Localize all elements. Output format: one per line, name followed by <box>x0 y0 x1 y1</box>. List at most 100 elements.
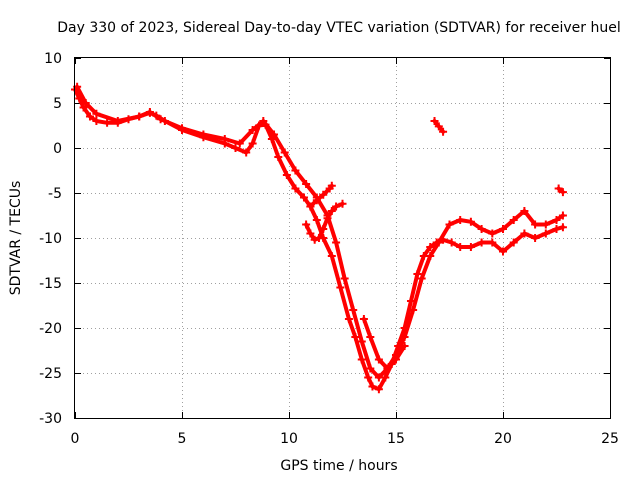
data-point <box>374 373 383 382</box>
data-point <box>351 333 360 341</box>
data-point <box>558 188 567 197</box>
data-point <box>466 243 475 251</box>
data-point <box>323 214 332 223</box>
data-point <box>368 382 377 391</box>
data-point <box>366 333 375 341</box>
data-point <box>499 247 507 256</box>
data-point <box>306 202 315 211</box>
data-point <box>282 171 291 179</box>
data-point <box>327 252 336 260</box>
y-tick-label: -15 <box>39 276 62 292</box>
data-point <box>267 135 276 143</box>
series-track-4 <box>306 181 336 211</box>
data-point <box>312 216 321 224</box>
series-track-3 <box>302 199 347 244</box>
data-point <box>327 181 336 190</box>
series-track-6 <box>430 117 448 136</box>
data-point <box>270 130 279 139</box>
data-point <box>383 364 392 373</box>
data-point <box>302 180 311 188</box>
data-point <box>381 373 390 382</box>
data-point <box>314 234 323 242</box>
data-point <box>558 211 567 220</box>
data-point <box>291 166 300 175</box>
data-point <box>81 99 90 107</box>
data-point <box>73 82 82 91</box>
x-tick-label: 5 <box>178 431 187 447</box>
data-point <box>85 112 94 121</box>
data-point <box>419 252 428 260</box>
data-point <box>552 216 561 224</box>
data-point <box>302 220 311 229</box>
data-point <box>466 217 475 226</box>
data-point <box>445 220 454 229</box>
data-point <box>447 238 456 247</box>
x-tick-label: 10 <box>280 431 298 447</box>
data-point <box>400 342 409 350</box>
plot-frame <box>74 57 611 419</box>
y-tick-label: 5 <box>53 96 62 112</box>
data-point <box>509 238 518 247</box>
data-point <box>79 103 88 112</box>
data-point <box>558 223 567 232</box>
data-point <box>554 184 563 193</box>
data-point <box>199 130 208 139</box>
data-point <box>541 229 550 238</box>
x-tick-label: 15 <box>387 431 405 447</box>
data-point <box>259 117 268 125</box>
y-tick-label: -20 <box>39 321 62 337</box>
data-point <box>357 355 366 364</box>
data-point <box>357 337 366 346</box>
data-point <box>248 126 257 134</box>
y-tick-label: 0 <box>53 141 62 157</box>
data-point <box>439 127 448 136</box>
grid <box>75 58 610 418</box>
data-point <box>145 108 154 116</box>
data-point <box>156 115 165 124</box>
data-point <box>392 355 400 364</box>
data-point <box>509 216 518 224</box>
y-tick-label: -5 <box>48 186 62 202</box>
x-tick-label: 0 <box>71 431 80 447</box>
data-point <box>417 274 426 283</box>
data-point <box>327 207 336 215</box>
data-point <box>374 385 383 394</box>
data-point <box>366 364 375 373</box>
data-point <box>531 220 540 229</box>
data-point <box>220 135 229 143</box>
data-point <box>364 373 373 382</box>
series-track-2 <box>73 82 567 382</box>
data-point <box>488 238 497 247</box>
data-point <box>456 243 465 251</box>
data-point <box>231 144 240 152</box>
data-point <box>349 306 358 314</box>
data-point <box>520 229 529 238</box>
data-point <box>359 315 368 323</box>
data-point <box>434 238 443 247</box>
data-point <box>434 122 443 131</box>
data-point <box>291 184 300 193</box>
data-point <box>477 238 486 247</box>
data-point <box>242 148 251 157</box>
y-tick-label: -10 <box>39 231 62 247</box>
data-point <box>306 229 315 238</box>
data-point <box>299 193 308 202</box>
data-point <box>92 117 101 125</box>
data-point <box>274 153 283 161</box>
y-tick-label: -30 <box>39 411 62 427</box>
data-point <box>332 238 341 247</box>
data-series <box>71 82 567 394</box>
data-point <box>340 274 349 283</box>
data-point <box>531 234 540 242</box>
y-axis-label: SDTVAR / TECUs <box>8 181 24 296</box>
data-point <box>92 109 101 118</box>
x-axis-tick-labels: 0 5 10 15 20 25 <box>71 431 619 447</box>
data-point <box>374 355 383 364</box>
y-tick-label: -25 <box>39 366 62 382</box>
data-point <box>499 225 507 233</box>
data-point <box>103 118 112 127</box>
data-point <box>520 207 529 215</box>
series-track-5 <box>359 315 409 373</box>
data-point <box>113 117 122 125</box>
data-point <box>488 229 497 238</box>
